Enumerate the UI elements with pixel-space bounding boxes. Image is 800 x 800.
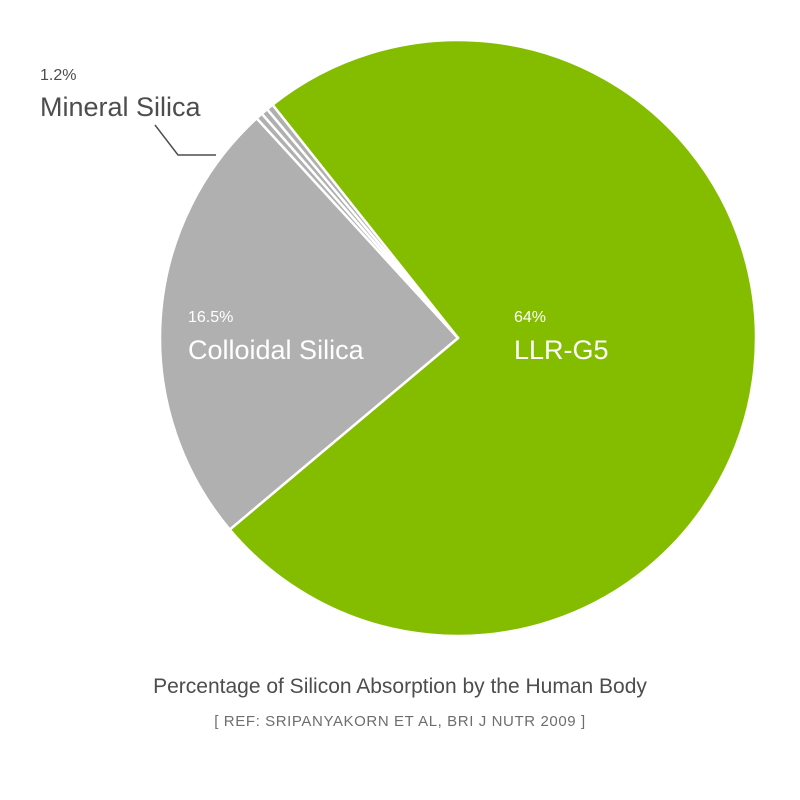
chart-source-reference: [ REF: SRIPANYAKORN ET AL, BRI J NUTR 20… xyxy=(214,713,586,730)
slice-llr-g5 xyxy=(228,38,758,638)
colloidal-silica-percent-label: 16.5% xyxy=(188,309,233,326)
slice-colloidal-silica xyxy=(158,117,460,531)
llr-g5-name-label: LLR-G5 xyxy=(514,335,609,365)
mineral-silica-name-label: Mineral Silica xyxy=(40,92,202,122)
slice-mineral-silica xyxy=(265,103,460,340)
colloidal-silica-name-label: Colloidal Silica xyxy=(188,335,365,365)
mineral-silica-leader-line xyxy=(154,124,216,156)
llr-g5-percent-label: 64% xyxy=(514,309,546,326)
chart-title: Percentage of Silicon Absorption by the … xyxy=(153,675,647,698)
mineral-silica-percent-label: 1.2% xyxy=(40,67,76,84)
